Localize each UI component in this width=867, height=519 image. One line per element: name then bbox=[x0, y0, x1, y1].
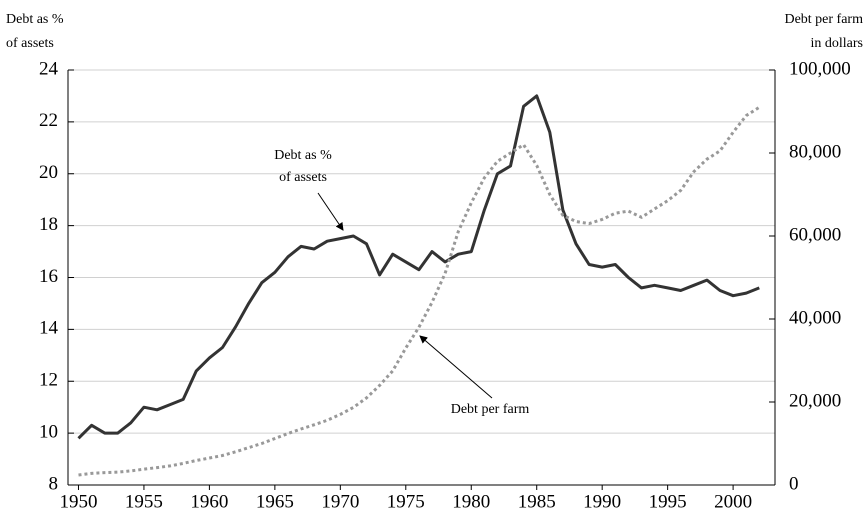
x-tick-label: 1985 bbox=[518, 491, 556, 512]
x-tick-label: 1975 bbox=[387, 491, 425, 512]
annotation: Debt as % bbox=[274, 148, 332, 163]
y-tick-label: 20 bbox=[39, 162, 58, 183]
x-tick-label: 1990 bbox=[583, 491, 621, 512]
y2-axis-title: in dollars bbox=[811, 36, 864, 51]
x-tick-label: 1995 bbox=[649, 491, 687, 512]
y-axis-title: of assets bbox=[6, 36, 54, 51]
x-tick-label: 2000 bbox=[714, 491, 752, 512]
x-tick-label: 1960 bbox=[190, 491, 228, 512]
y2-tick-label: 80,000 bbox=[789, 141, 841, 162]
y-tick-label: 14 bbox=[39, 318, 59, 339]
x-tick-label: 1955 bbox=[125, 491, 163, 512]
annotation: of assets bbox=[279, 170, 327, 185]
y-tick-label: 16 bbox=[39, 266, 58, 287]
y-tick-label: 18 bbox=[39, 214, 58, 235]
x-tick-label: 1965 bbox=[256, 491, 294, 512]
y-tick-label: 10 bbox=[39, 421, 58, 442]
x-tick-label: 1970 bbox=[321, 491, 359, 512]
y2-tick-label: 40,000 bbox=[789, 307, 841, 328]
y-tick-label: 22 bbox=[39, 110, 58, 131]
y-axis-title: Debt as % bbox=[6, 12, 64, 27]
annotation: Debt per farm bbox=[451, 402, 530, 417]
y2-tick-label: 20,000 bbox=[789, 390, 841, 411]
y-tick-label: 8 bbox=[49, 473, 59, 494]
y2-tick-label: 0 bbox=[789, 473, 799, 494]
y2-tick-label: 60,000 bbox=[789, 224, 841, 245]
x-tick-label: 1980 bbox=[452, 491, 490, 512]
series-line bbox=[77, 94, 760, 440]
annotation-arrow bbox=[419, 335, 493, 399]
y-tick-label: 24 bbox=[39, 58, 59, 79]
y2-axis-title: Debt per farm bbox=[784, 12, 863, 27]
y2-tick-label: 100,000 bbox=[789, 58, 851, 79]
y-tick-label: 12 bbox=[39, 370, 58, 391]
annotation-arrow bbox=[317, 192, 344, 231]
series-line bbox=[78, 106, 761, 477]
x-tick-label: 1950 bbox=[59, 491, 97, 512]
